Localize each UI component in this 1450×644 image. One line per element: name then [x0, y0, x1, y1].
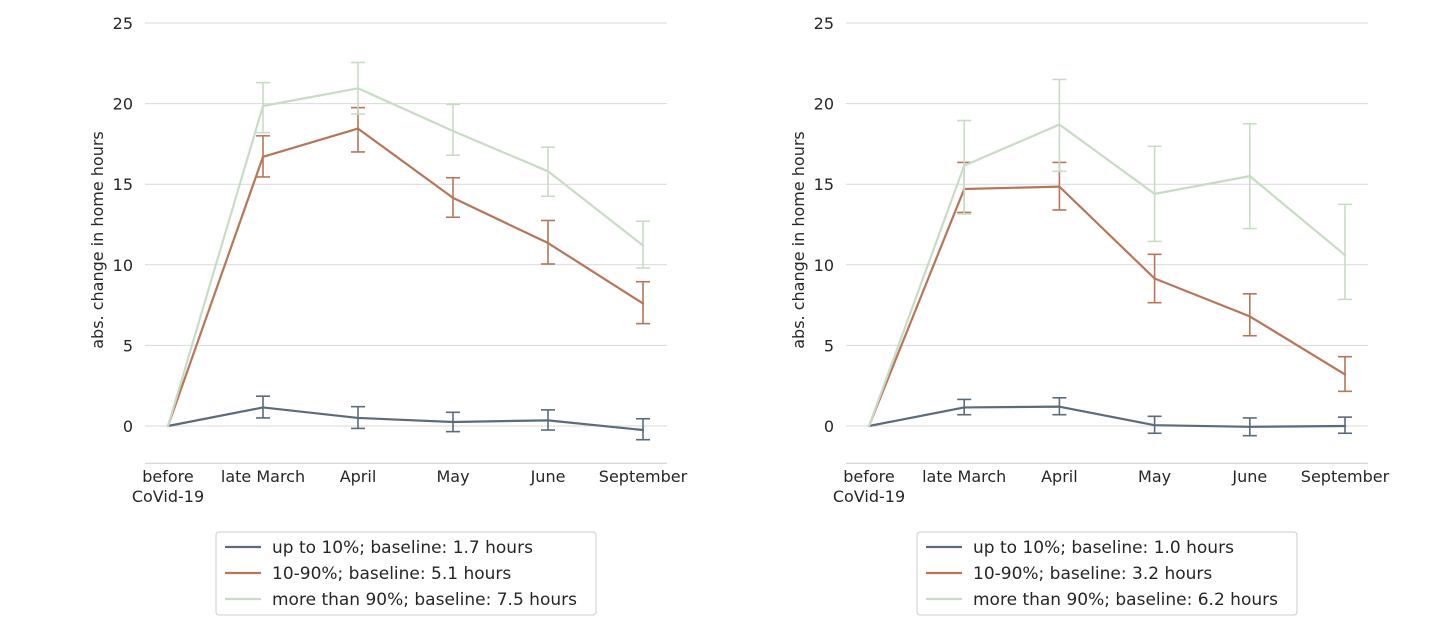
x-tick-label-line: late March — [922, 467, 1006, 486]
data-point — [1058, 185, 1061, 188]
series-line — [167, 406, 644, 432]
y-axis-label: abs. change in home hours — [88, 131, 107, 349]
x-tick-label-line: September — [599, 467, 688, 486]
y-tick-label: 0 — [824, 417, 834, 436]
series-line — [867, 123, 1346, 427]
data-point — [1248, 174, 1252, 178]
x-tick-label: April — [340, 467, 377, 486]
legend-label: 10-90%; baseline: 3.2 hours — [973, 564, 1212, 584]
data-point — [641, 244, 645, 247]
legend-label: up to 10%; baseline: 1.0 hours — [973, 538, 1234, 558]
y-tick-label: 10 — [814, 256, 834, 275]
y-tick-label: 25 — [814, 14, 834, 33]
data-point — [546, 170, 550, 173]
x-tick-label: June — [1231, 467, 1267, 486]
data-point — [1153, 277, 1156, 280]
x-tick-label: before CoVid-19 — [833, 467, 905, 506]
x-tick-label-line: June — [530, 467, 566, 486]
y-tick-label: 10 — [113, 256, 133, 275]
x-tick-label-line: April — [340, 467, 377, 486]
x-tick-label: September — [1301, 467, 1390, 486]
legend: up to 10%; baseline: 1.7 hours 10-90%; ba… — [215, 531, 597, 616]
data-point — [261, 155, 265, 158]
legend-label: more than 90%; baseline: 7.5 hours — [272, 590, 577, 610]
legend-box — [215, 531, 597, 616]
data-point — [451, 196, 455, 200]
x-tick-label-line: April — [1041, 467, 1078, 486]
data-point — [546, 241, 550, 245]
x-tick-label-line: before — [142, 467, 194, 486]
x-tick-label: late March — [221, 467, 305, 486]
data-point — [356, 127, 360, 130]
data-point — [641, 302, 645, 305]
y-tick-label: 15 — [113, 175, 133, 194]
x-tick-label: June — [530, 467, 566, 486]
x-tick-label-line: CoVid-19 — [833, 487, 905, 506]
data-point — [1343, 253, 1347, 257]
series-line — [868, 405, 1346, 428]
data-point — [963, 406, 966, 409]
series-line — [166, 87, 644, 427]
x-tick-label: April — [1041, 467, 1078, 486]
y-tick-label: 5 — [123, 336, 133, 355]
data-point — [1343, 373, 1347, 376]
y-axis-label: abs. change in home hours — [789, 131, 808, 349]
data-point — [963, 164, 966, 167]
data-point — [356, 87, 360, 90]
data-point — [546, 419, 550, 422]
x-tick-label-line: May — [1138, 467, 1171, 486]
legend-box — [916, 531, 1298, 616]
data-point — [166, 424, 170, 428]
y-tick-label: 25 — [113, 14, 133, 33]
legend-label: more than 90%; baseline: 6.2 hours — [973, 590, 1278, 610]
x-tick-label-line: May — [436, 467, 469, 486]
data-point — [451, 420, 455, 424]
x-tick-label: before CoVid-19 — [132, 467, 204, 506]
series-1 — [867, 396, 1352, 437]
series-1 — [166, 395, 650, 441]
x-tick-label: September — [599, 467, 688, 486]
chart-panel-1: 0 5 10 15 20 25 before CoVid-19 late March April M… — [88, 14, 688, 616]
y-tick-label: 0 — [123, 417, 133, 436]
legend-label: up to 10%; baseline: 1.7 hours — [272, 538, 533, 558]
data-point — [641, 428, 645, 432]
y-tick-label: 20 — [814, 95, 834, 114]
x-tick-label-line: June — [1231, 467, 1267, 486]
y-tick-label: 15 — [814, 175, 834, 194]
series-3 — [867, 78, 1352, 428]
x-tick-label: May — [436, 467, 469, 486]
data-point — [1248, 315, 1252, 318]
x-tick-label: May — [1138, 467, 1171, 486]
data-point — [867, 424, 871, 428]
data-point — [1153, 192, 1156, 196]
chart-panel-2: 0 5 10 15 20 25 before CoVid-19 late March April M… — [789, 14, 1390, 616]
data-point — [1248, 425, 1252, 429]
data-point — [1058, 405, 1061, 408]
series-line — [867, 185, 1346, 427]
data-point — [451, 129, 455, 133]
data-point — [1153, 423, 1156, 427]
x-tick-label-line: late March — [221, 467, 305, 486]
series-2 — [166, 106, 650, 428]
series-2 — [867, 161, 1352, 428]
series-line — [166, 127, 644, 427]
data-point — [356, 416, 360, 420]
x-tick-label-line: September — [1301, 467, 1390, 486]
data-point — [1058, 123, 1061, 126]
y-tick-label: 20 — [113, 95, 133, 114]
series-3 — [166, 61, 650, 428]
x-tick-label-line: before — [843, 467, 895, 486]
legend: up to 10%; baseline: 1.0 hours 10-90%; ba… — [916, 531, 1298, 616]
legend-label: 10-90%; baseline: 5.1 hours — [272, 564, 511, 584]
data-point — [261, 104, 265, 108]
y-tick-label: 5 — [824, 336, 834, 355]
data-point — [261, 406, 265, 409]
x-tick-label: late March — [922, 467, 1006, 486]
data-point — [1343, 424, 1347, 428]
x-tick-label-line: CoVid-19 — [132, 487, 204, 506]
